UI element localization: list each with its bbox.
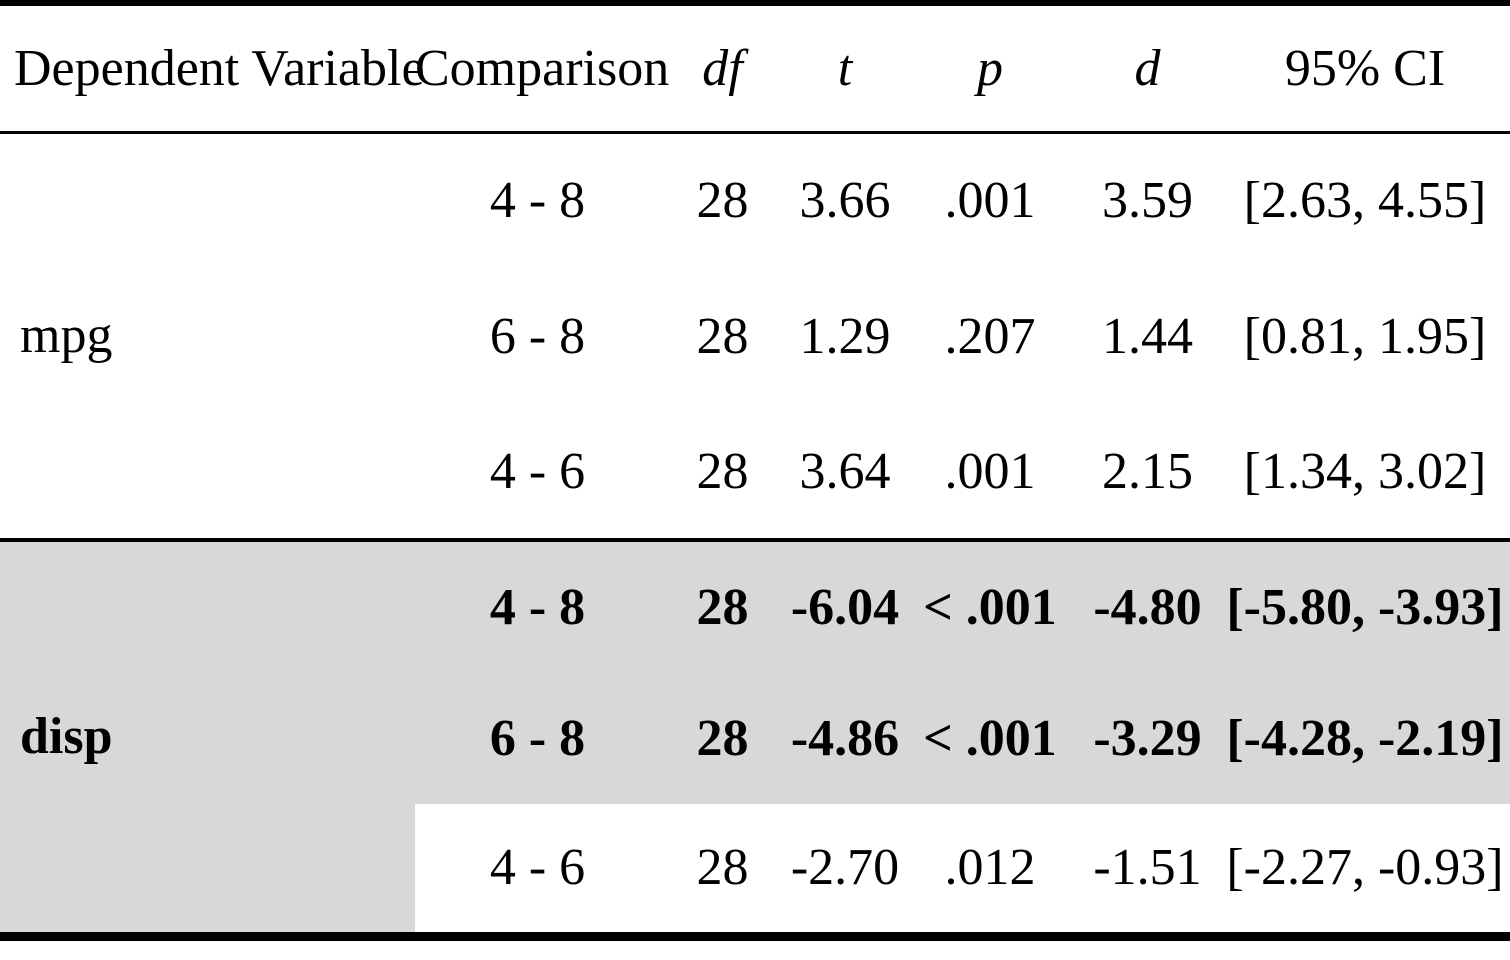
table-row-disp-2: 6 - 8 28 -4.86 < .001 -3.29 [-4.28, -2.1…	[0, 672, 1510, 804]
cell-p: .001	[944, 442, 1036, 500]
header-dependent-variable: Dependent Variable	[0, 3, 425, 134]
cell-df: 28	[660, 672, 785, 804]
cell-df: 28	[696, 307, 749, 365]
cell-d: 3.59	[1102, 172, 1193, 230]
cell-d: -3.29	[1075, 672, 1220, 804]
group-label-mpg: mpg	[20, 307, 113, 365]
cell-t: -4.86	[785, 672, 905, 804]
table-row-mpg-3: 4 - 6 28 3.64 .001 2.15 [1.34, 3.02]	[0, 404, 1510, 540]
cell-ci: [0.81, 1.95]	[1243, 307, 1487, 365]
cell-comparison: 4 - 8	[415, 538, 660, 672]
cell-p: < .001	[905, 538, 1075, 672]
cell-df: 28	[660, 538, 785, 672]
cell-ci: [-4.28, -2.19]	[1220, 672, 1510, 804]
header-95ci: 95% CI	[1220, 3, 1510, 134]
header-d: d	[1075, 3, 1220, 134]
cell-t: 3.66	[799, 172, 891, 230]
cell-d: -4.80	[1075, 538, 1220, 672]
cell-d: 2.15	[1102, 442, 1193, 500]
table-row-disp-1: disp 4 - 8 28 -6.04 < .001 -4.80 [-5.80,…	[0, 538, 1510, 936]
cell-d: -1.51	[1093, 839, 1202, 897]
table-row-mpg-2: 6 - 8 28 1.29 .207 1.44 [0.81, 1.95]	[0, 268, 1510, 404]
cell-df: 28	[696, 839, 749, 897]
group-label-disp: disp	[0, 538, 415, 936]
header-comparison: Comparison	[415, 3, 669, 134]
cell-comparison: 6 - 8	[489, 307, 586, 365]
cell-p: < .001	[905, 672, 1075, 804]
cell-ci: [2.63, 4.55]	[1243, 172, 1487, 230]
cell-p: .207	[944, 307, 1036, 365]
cell-comparison: 4 - 8	[489, 172, 586, 230]
cell-comparison: 4 - 6	[489, 839, 586, 897]
header-p: p	[905, 3, 1075, 134]
cell-d: 1.44	[1102, 307, 1193, 365]
cell-t: 1.29	[799, 307, 891, 365]
header-t: t	[785, 3, 905, 134]
cell-comparison: 4 - 6	[489, 442, 586, 500]
cell-t: -2.70	[790, 839, 900, 897]
cell-df: 28	[696, 442, 749, 500]
cell-ci: [-2.27, -0.93]	[1226, 839, 1504, 897]
header-row: Dependent Variable Comparison df t p d 9…	[0, 3, 1510, 134]
cell-ci: [1.34, 3.02]	[1243, 442, 1487, 500]
cell-p: .012	[944, 839, 1036, 897]
header-df: df	[660, 3, 785, 134]
table-row-mpg-1: mpg 4 - 8 28 3.66 .001 3.59 [2.63, 4.55]	[0, 132, 1510, 364]
table-row-disp-3: 4 - 6 28 -2.70 .012 -1.51 [-2.27, -0.93]	[0, 804, 1510, 936]
cell-df: 28	[696, 172, 749, 230]
cell-t: 3.64	[799, 442, 891, 500]
cell-ci: [-5.80, -3.93]	[1220, 538, 1510, 672]
cell-p: .001	[944, 172, 1036, 230]
cell-comparison: 6 - 8	[415, 672, 660, 804]
cell-t: -6.04	[785, 538, 905, 672]
